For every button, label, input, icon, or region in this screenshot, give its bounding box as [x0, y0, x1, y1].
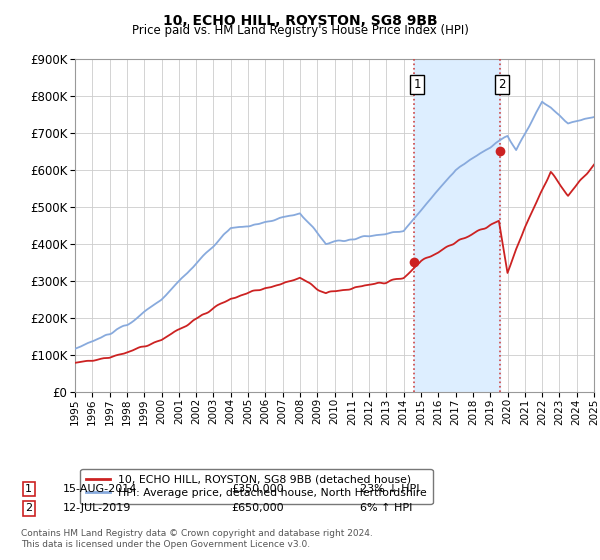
- Text: 23% ↓ HPI: 23% ↓ HPI: [360, 484, 419, 494]
- Text: 2: 2: [25, 503, 32, 514]
- Text: Price paid vs. HM Land Registry's House Price Index (HPI): Price paid vs. HM Land Registry's House …: [131, 24, 469, 37]
- Text: 6% ↑ HPI: 6% ↑ HPI: [360, 503, 412, 514]
- Text: £650,000: £650,000: [231, 503, 284, 514]
- Text: 15-AUG-2014: 15-AUG-2014: [63, 484, 137, 494]
- Bar: [415, 59, 500, 392]
- Text: 1: 1: [25, 484, 32, 494]
- Text: 10, ECHO HILL, ROYSTON, SG8 9BB: 10, ECHO HILL, ROYSTON, SG8 9BB: [163, 14, 437, 28]
- Text: 1: 1: [413, 78, 421, 91]
- Text: £350,000: £350,000: [231, 484, 284, 494]
- Text: 12-JUL-2019: 12-JUL-2019: [63, 503, 131, 514]
- Text: Contains HM Land Registry data © Crown copyright and database right 2024.
This d: Contains HM Land Registry data © Crown c…: [21, 529, 373, 549]
- Text: 2: 2: [499, 78, 506, 91]
- Legend: 10, ECHO HILL, ROYSTON, SG8 9BB (detached house), HPI: Average price, detached h: 10, ECHO HILL, ROYSTON, SG8 9BB (detache…: [80, 469, 433, 503]
